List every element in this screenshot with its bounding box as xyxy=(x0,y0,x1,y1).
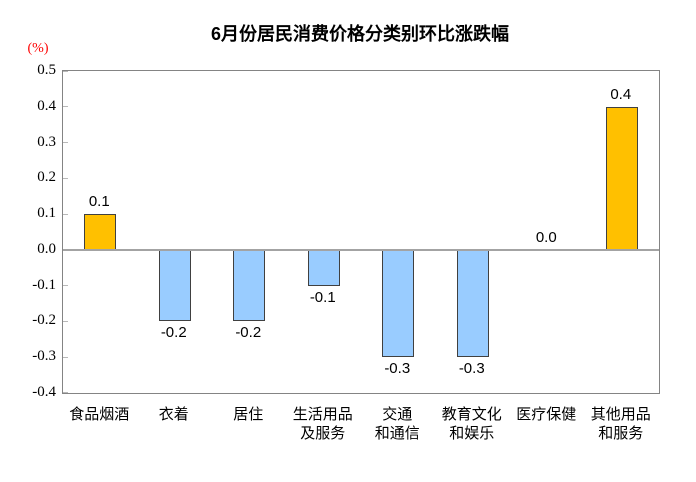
y-tick-mark xyxy=(63,177,68,179)
chart-bar xyxy=(84,214,117,250)
y-tick-label: -0.2 xyxy=(32,312,56,329)
chart-bar xyxy=(456,249,489,358)
y-tick-mark xyxy=(63,106,68,108)
x-axis-label: 交通 和通信 xyxy=(374,406,420,442)
bar-value-label: -0.2 xyxy=(235,324,262,342)
bar-value-label: -0.1 xyxy=(309,288,336,306)
y-tick-label: 0.3 xyxy=(37,133,56,150)
y-tick-label: 0.0 xyxy=(37,240,56,257)
bar-value-label: -0.3 xyxy=(458,360,485,378)
chart-bar xyxy=(605,106,638,250)
y-tick-mark xyxy=(63,356,68,358)
chart-bar xyxy=(233,249,266,322)
y-tick-mark xyxy=(63,392,68,393)
bar-value-label: 0.4 xyxy=(610,85,632,103)
y-tick-label: 0.5 xyxy=(37,62,56,78)
y-tick-mark xyxy=(63,320,68,322)
chart-title: 6月份居民消费价格分类别环比涨跌幅 xyxy=(210,24,509,44)
x-axis-label: 其他用品 和服务 xyxy=(590,406,651,442)
chart-bar xyxy=(382,249,415,358)
y-tick-label: -0.3 xyxy=(32,348,56,365)
x-axis-label: 医疗保健 xyxy=(516,406,577,423)
chart-bar xyxy=(307,249,340,286)
y-tick-label: 0.4 xyxy=(37,97,56,114)
bar-value-label: -0.2 xyxy=(160,324,187,342)
x-axis-label: 居住 xyxy=(233,406,264,423)
bar-value-label: 0.0 xyxy=(535,228,557,246)
y-tick-mark xyxy=(63,71,68,72)
x-axis-label: 衣着 xyxy=(158,406,189,423)
zero-axis-line xyxy=(63,248,659,251)
y-tick-mark xyxy=(63,142,68,144)
bar-value-label: -0.3 xyxy=(384,360,411,378)
y-tick-mark xyxy=(63,213,68,215)
y-tick-label: 0.2 xyxy=(37,169,56,186)
y-axis-unit-label: (%) xyxy=(27,41,49,56)
plot-area xyxy=(62,70,660,394)
x-axis-label: 教育文化 和娱乐 xyxy=(441,406,502,442)
y-tick-label: -0.4 xyxy=(32,384,56,400)
bar-value-label: 0.1 xyxy=(88,193,110,211)
y-tick-mark xyxy=(63,285,68,287)
x-axis-label: 生活用品 及服务 xyxy=(292,406,353,442)
y-tick-label: -0.1 xyxy=(32,276,56,293)
x-axis-label: 食品烟酒 xyxy=(69,406,130,423)
chart-bar xyxy=(158,249,191,322)
y-tick-label: 0.1 xyxy=(37,205,56,222)
